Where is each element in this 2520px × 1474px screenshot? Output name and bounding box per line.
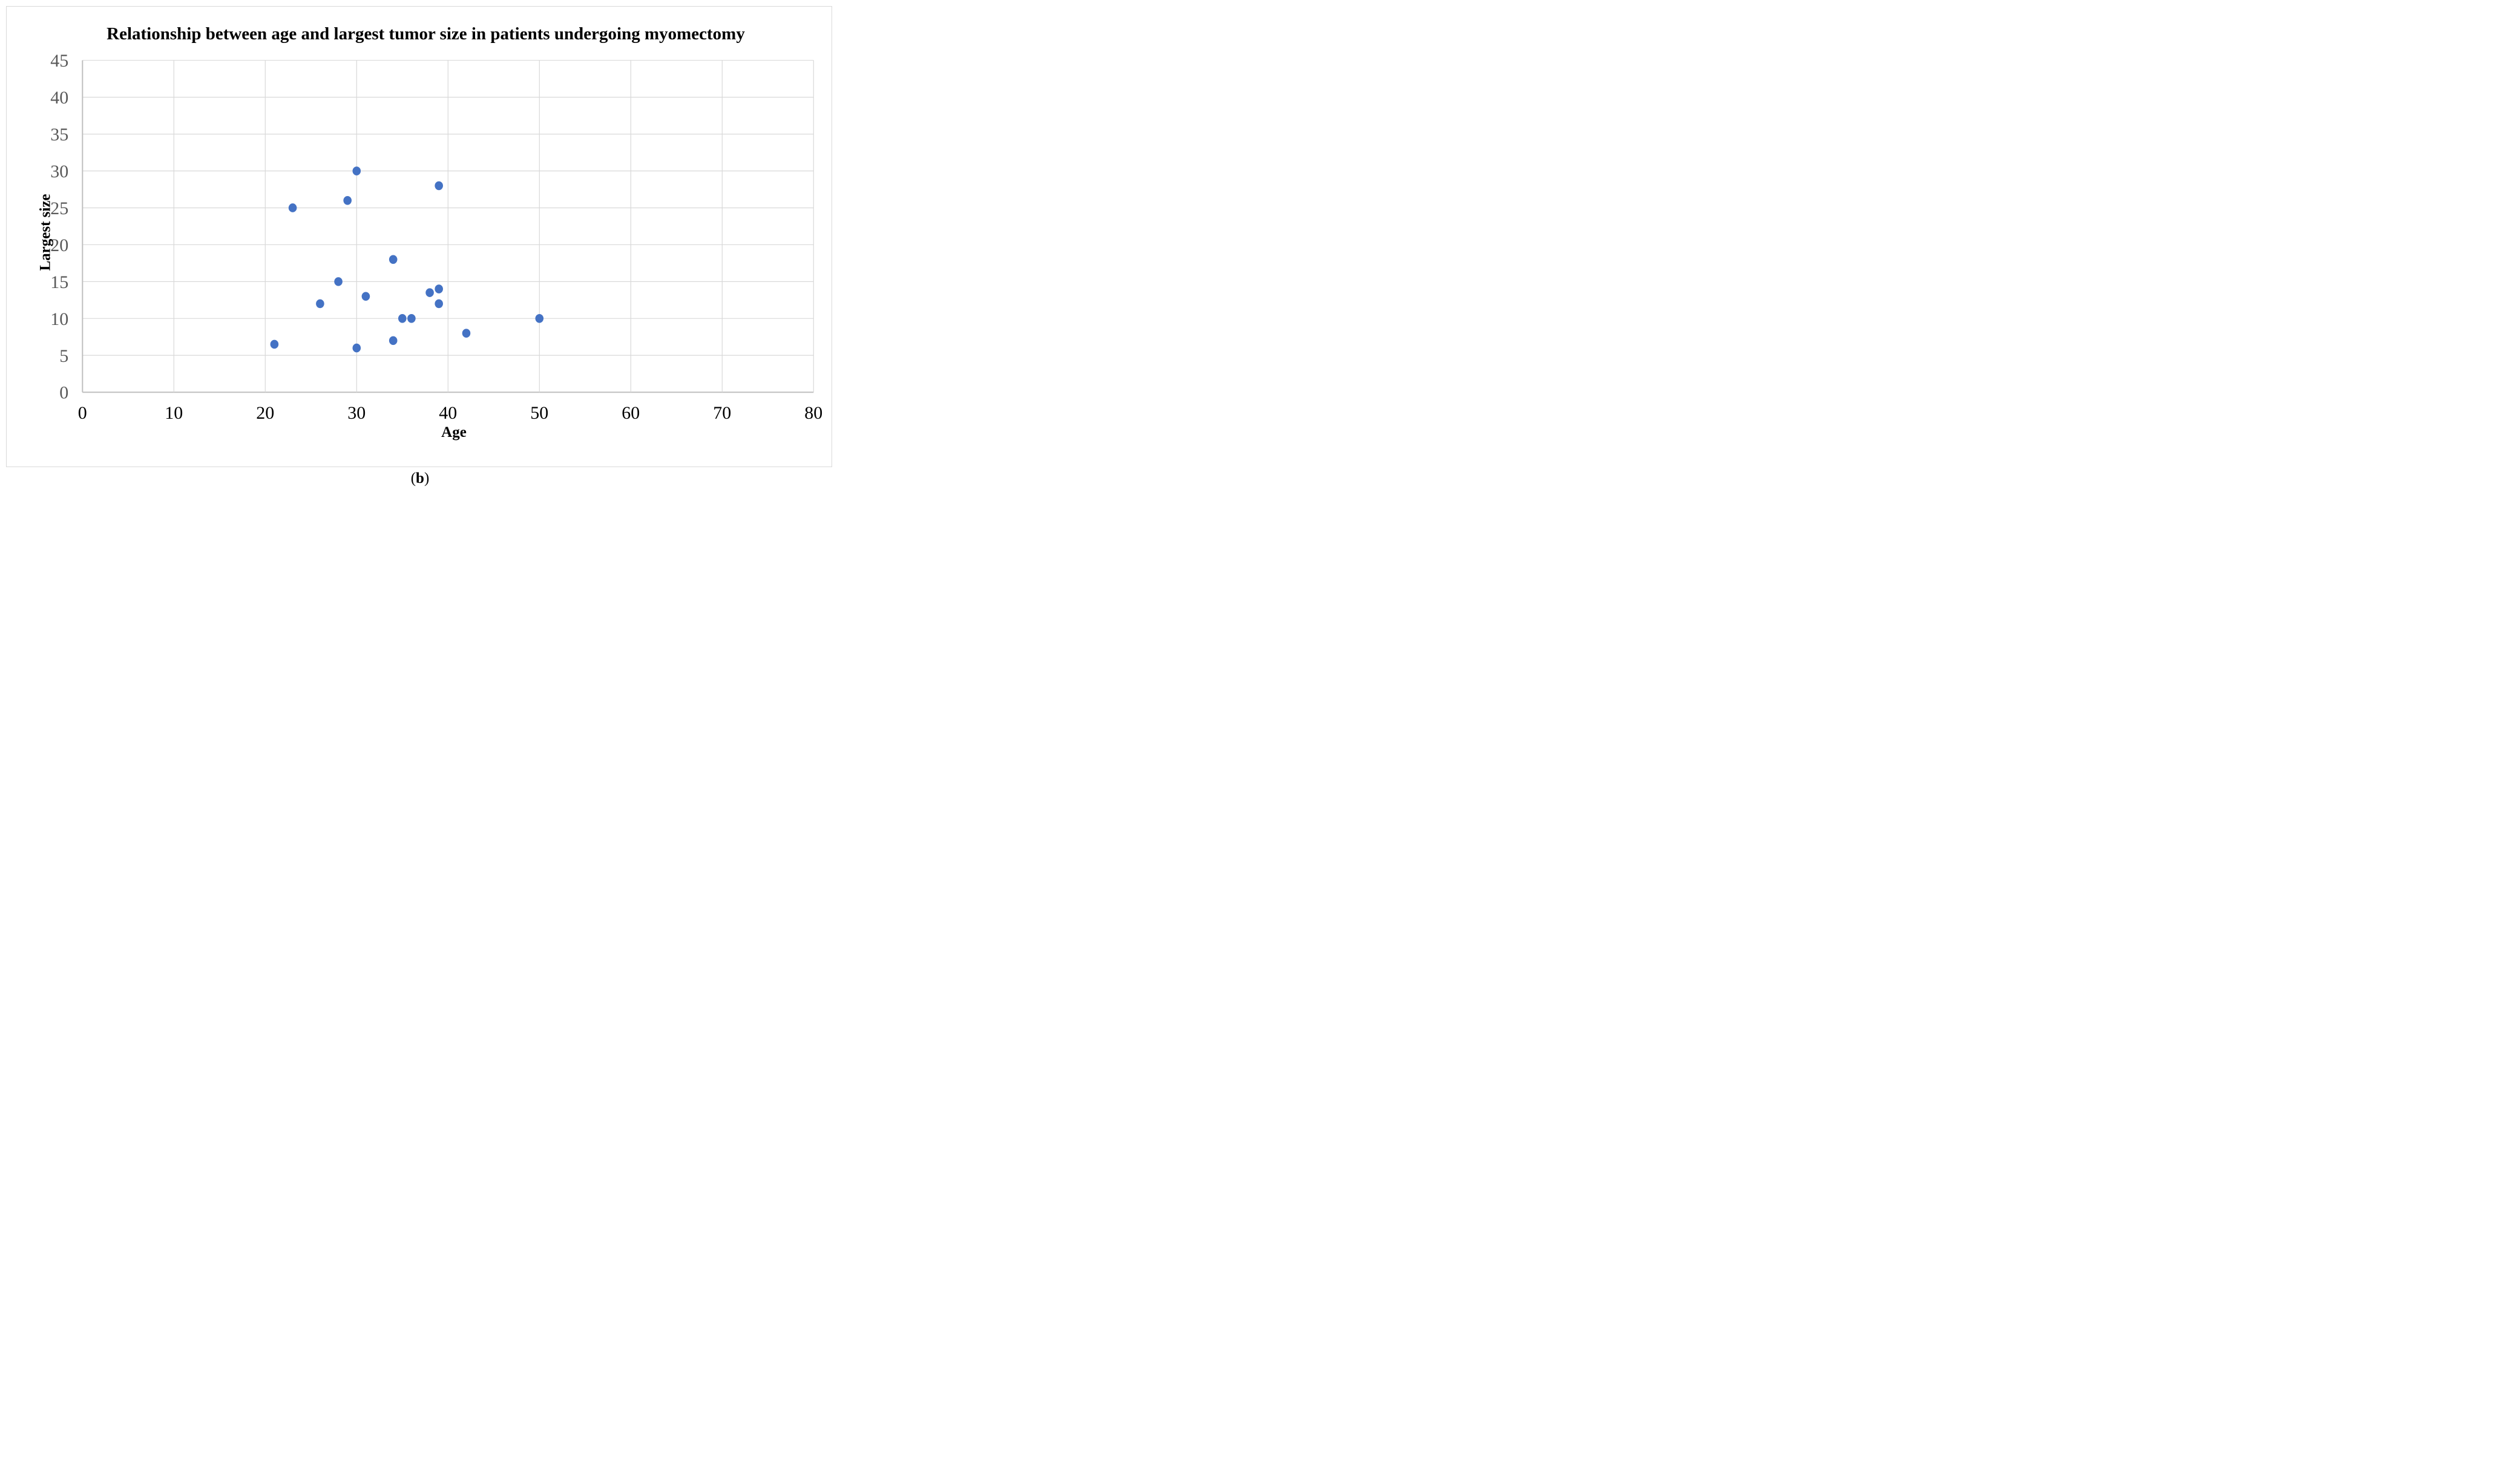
x-tick-label: 30	[347, 403, 366, 423]
data-point	[316, 299, 324, 309]
data-point	[334, 277, 343, 286]
figure-caption-letter: b	[416, 470, 424, 486]
figure-caption-open-paren: (	[410, 470, 416, 486]
x-tick-label: 10	[165, 403, 183, 423]
x-tick-label: 20	[256, 403, 274, 423]
data-point	[270, 339, 279, 349]
y-tick-label: 35	[50, 125, 68, 145]
x-tick-label: 80	[804, 403, 822, 423]
data-point	[462, 329, 471, 338]
y-tick-label: 10	[50, 309, 68, 329]
data-point	[435, 284, 443, 293]
figure-caption-close-paren: )	[424, 470, 430, 486]
data-point	[398, 314, 407, 323]
chart-figure: 0 5 10 15 20 25 30 35 40 45 0 10 20 30 40 50 60 70 80 Rela…	[6, 6, 832, 467]
data-point	[435, 181, 443, 191]
y-tick-label: 45	[50, 51, 68, 71]
x-tick-label: 70	[713, 403, 731, 423]
y-axis-title: Largest size	[37, 194, 54, 271]
y-tick-label: 20	[50, 235, 68, 255]
data-point	[288, 203, 297, 212]
data-point	[425, 288, 434, 297]
data-point	[389, 336, 398, 346]
data-point	[435, 299, 443, 309]
page: 0 5 10 15 20 25 30 35 40 45 0 10 20 30 40 50 60 70 80 Rela…	[0, 0, 840, 491]
y-tick-label: 15	[50, 272, 68, 292]
x-tick-label: 50	[530, 403, 548, 423]
data-point	[407, 314, 416, 323]
y-tick-label: 5	[59, 346, 68, 366]
y-tick-label: 0	[59, 383, 68, 403]
scatter-chart-canvas: 0 5 10 15 20 25 30 35 40 45 0 10 20 30 40 50 60 70 80	[50, 51, 822, 423]
y-tick-label: 25	[50, 198, 68, 218]
data-point	[352, 166, 361, 175]
x-tick-label: 60	[622, 403, 640, 423]
data-point	[361, 292, 370, 301]
data-point	[352, 343, 361, 353]
x-tick-label: 0	[78, 403, 87, 423]
data-point	[389, 255, 398, 264]
chart-title: Relationship between age and largest tum…	[107, 24, 745, 44]
x-tick-label: 40	[439, 403, 457, 423]
data-point	[343, 195, 352, 205]
y-tick-label: 30	[50, 162, 68, 182]
figure-caption: (b)	[0, 470, 840, 487]
y-tick-label: 40	[50, 88, 68, 108]
x-axis-title: Age	[441, 424, 467, 441]
data-point	[535, 314, 544, 323]
